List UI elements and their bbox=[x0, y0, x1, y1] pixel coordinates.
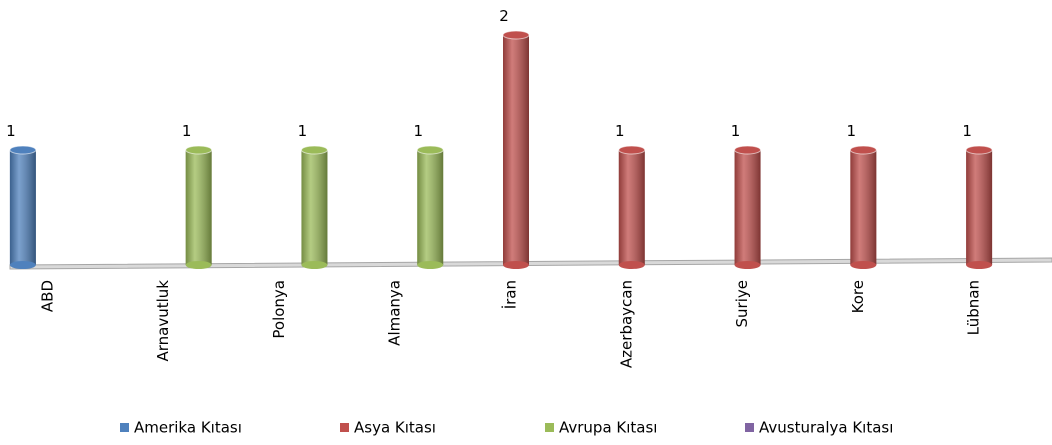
data-label: 1 bbox=[6, 122, 16, 140]
x-tick-label: Lübnan bbox=[965, 280, 983, 335]
bar-top bbox=[734, 145, 762, 155]
data-label: 1 bbox=[182, 122, 192, 140]
bar-base bbox=[185, 261, 212, 269]
x-tick-label: İran bbox=[501, 280, 520, 309]
bar-base bbox=[301, 261, 328, 269]
bar-base bbox=[417, 261, 444, 269]
bar-top bbox=[416, 145, 444, 155]
legend-swatch bbox=[545, 423, 554, 432]
bar-shade bbox=[9, 150, 36, 265]
legend-swatch bbox=[340, 423, 349, 432]
legend-label: Avrupa Kıtası bbox=[559, 419, 657, 437]
bar-base bbox=[618, 261, 645, 269]
bar-top bbox=[9, 145, 37, 155]
bar-shade bbox=[185, 150, 212, 265]
x-tick-label: Suriye bbox=[733, 280, 751, 327]
bar-shade bbox=[618, 150, 645, 265]
bar-top bbox=[965, 145, 993, 155]
bar-base bbox=[503, 261, 529, 269]
legend-swatch bbox=[120, 423, 129, 432]
x-tick-label: Almanya bbox=[386, 280, 404, 346]
x-tick-label: Azerbaycan bbox=[617, 280, 635, 368]
data-label: 1 bbox=[615, 122, 625, 140]
bar-shade bbox=[734, 150, 761, 265]
legend-swatch bbox=[745, 423, 754, 432]
x-tick-label: Kore bbox=[849, 280, 867, 313]
bar-shade bbox=[850, 150, 877, 265]
data-label: 2 bbox=[499, 7, 509, 25]
bar-shade bbox=[966, 150, 993, 265]
legend-label: Amerika Kıtası bbox=[134, 419, 242, 437]
bar-top bbox=[185, 145, 213, 155]
bar-top bbox=[849, 145, 877, 155]
legend-label: Asya Kıtası bbox=[354, 419, 436, 437]
bar-top bbox=[300, 145, 328, 155]
data-label: 1 bbox=[413, 122, 423, 140]
bar-base bbox=[966, 261, 993, 269]
bar-shade bbox=[301, 150, 328, 265]
bar-base bbox=[850, 261, 877, 269]
floor bbox=[9, 257, 1052, 270]
legend-label: Avusturalya Kıtası bbox=[759, 419, 893, 437]
bar-top bbox=[618, 145, 646, 155]
data-label: 1 bbox=[847, 122, 857, 140]
data-label: 1 bbox=[298, 122, 308, 140]
data-label: 1 bbox=[731, 122, 741, 140]
bar-top bbox=[502, 30, 530, 40]
data-label: 1 bbox=[962, 122, 972, 140]
x-tick-label: ABD bbox=[38, 280, 56, 312]
x-tick-label: Arnavutluk bbox=[154, 280, 172, 362]
bar-shade bbox=[503, 35, 529, 265]
bar-shade bbox=[417, 150, 444, 265]
bar-base bbox=[734, 261, 761, 269]
x-tick-label: Polonya bbox=[270, 280, 288, 339]
bar-base bbox=[9, 261, 36, 269]
